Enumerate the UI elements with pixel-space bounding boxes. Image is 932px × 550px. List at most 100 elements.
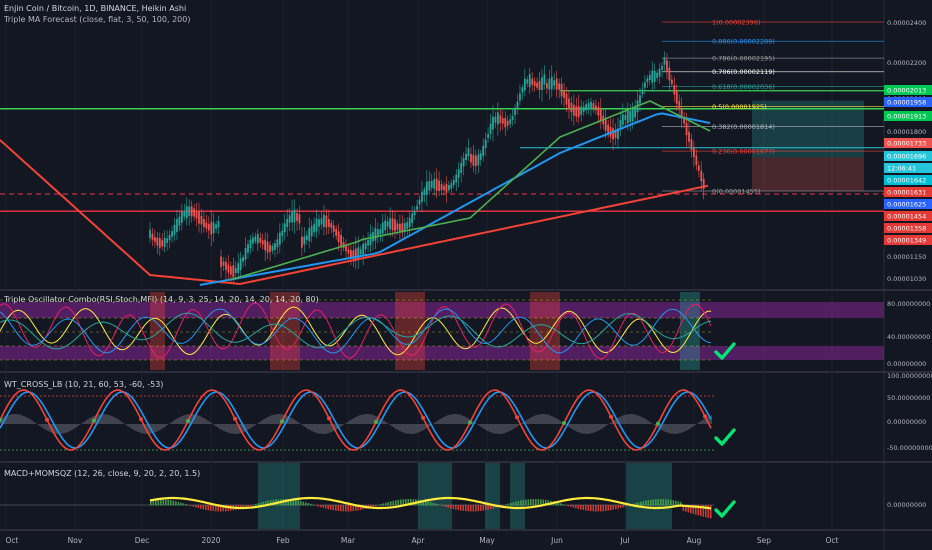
oscillator-tick-label: 0.00000000	[887, 360, 926, 368]
macd-bar	[167, 499, 170, 506]
macd-bar	[677, 501, 680, 506]
candle-body	[237, 263, 240, 274]
candle-body	[354, 248, 357, 261]
wt-tick-label: 0.00000000	[887, 418, 926, 426]
y-tick-label: 0.00002400	[887, 19, 926, 27]
price-label-bg	[884, 187, 932, 197]
macd-bar	[150, 499, 152, 506]
macd-bar	[565, 504, 567, 506]
candle-body	[619, 120, 622, 128]
macd-bar	[512, 502, 515, 506]
macd-bar	[652, 499, 655, 506]
macd-line	[149, 496, 712, 510]
candle-body	[477, 154, 480, 166]
macd-bar	[667, 499, 670, 506]
macd-bar	[270, 500, 272, 506]
macd-bar	[510, 502, 512, 506]
candle-body	[359, 249, 362, 255]
candle-body	[484, 139, 487, 149]
candle-body	[212, 222, 215, 234]
candle-body	[450, 183, 453, 189]
macd-bar	[470, 505, 472, 512]
fib-level-label: 0(0.00001455)	[712, 188, 761, 196]
candle-body	[523, 78, 526, 91]
macd-bar	[610, 505, 612, 511]
oscillator-line	[0, 302, 712, 360]
candle-body	[396, 223, 399, 230]
candle-body	[443, 185, 445, 191]
candle-body	[293, 209, 296, 223]
candle-body	[242, 256, 244, 262]
price-label-bg	[884, 138, 932, 148]
candle-body	[651, 70, 654, 83]
candle-body	[364, 242, 367, 250]
candle-body	[367, 240, 369, 246]
price-label-bg	[884, 235, 932, 245]
indicator-label: Triple MA Forecast (close, flat, 3, 50, …	[4, 15, 191, 24]
macd-bar	[570, 505, 572, 507]
candle-body	[264, 239, 267, 251]
x-tick-label: Oct	[826, 536, 839, 545]
candle-body	[411, 213, 414, 224]
squeeze-band	[258, 463, 300, 529]
macd-bar	[185, 503, 187, 506]
x-tick-label: Apr	[412, 536, 426, 545]
macd-bar	[487, 505, 490, 510]
macd-bar	[170, 500, 172, 506]
candle-body	[247, 244, 249, 253]
price-label: 0.00001625	[887, 201, 926, 209]
candle-body	[614, 130, 617, 138]
macd-bar	[687, 505, 690, 513]
candle-body	[244, 248, 247, 260]
macd-bar	[357, 505, 360, 511]
macd-bar	[347, 505, 350, 512]
candle-body	[663, 57, 666, 65]
squeeze-band	[418, 463, 452, 529]
candle-body	[386, 221, 389, 227]
macd-bar	[680, 501, 682, 506]
price-label-bg	[884, 151, 932, 161]
candle-body	[700, 170, 703, 182]
macd-bar	[320, 505, 322, 508]
check-icon	[714, 500, 736, 518]
candle-body	[406, 222, 409, 229]
candle-body	[553, 80, 556, 86]
candle-body	[222, 261, 225, 266]
candle-body	[690, 139, 693, 151]
macd-bar	[355, 505, 357, 511]
candle-body	[342, 242, 345, 249]
candle-body	[203, 218, 205, 228]
candle-body	[433, 179, 436, 189]
oscillator-line	[0, 306, 711, 356]
macd-bar	[152, 499, 155, 506]
candle-body	[599, 109, 602, 122]
ma200-line	[0, 139, 709, 286]
candle-body	[670, 79, 673, 85]
candle-body	[151, 233, 154, 240]
macd-bar	[647, 500, 650, 506]
macd-bar	[612, 505, 615, 510]
macd-bar	[245, 505, 247, 508]
macd-bar	[265, 501, 267, 506]
price-label: 0.00001642	[887, 177, 926, 185]
macd-bar	[535, 499, 537, 506]
candle-body	[560, 83, 563, 97]
macd-bar	[335, 505, 337, 511]
macd-bar	[380, 504, 382, 506]
candle-body	[252, 237, 254, 244]
candle-body	[340, 234, 342, 248]
candle-body	[489, 123, 492, 134]
candle-body	[695, 155, 698, 165]
macd-bar	[617, 505, 620, 509]
macd-bar	[685, 505, 687, 512]
candle-body	[585, 104, 587, 111]
macd-bar	[397, 499, 400, 506]
macd-bar	[305, 502, 307, 506]
candle-body	[482, 145, 485, 157]
candle-body	[254, 236, 257, 242]
price-label-bg	[884, 211, 932, 221]
candle-body	[217, 221, 220, 228]
x-tick-label: Feb	[276, 536, 290, 545]
price-label-bg	[884, 111, 932, 121]
